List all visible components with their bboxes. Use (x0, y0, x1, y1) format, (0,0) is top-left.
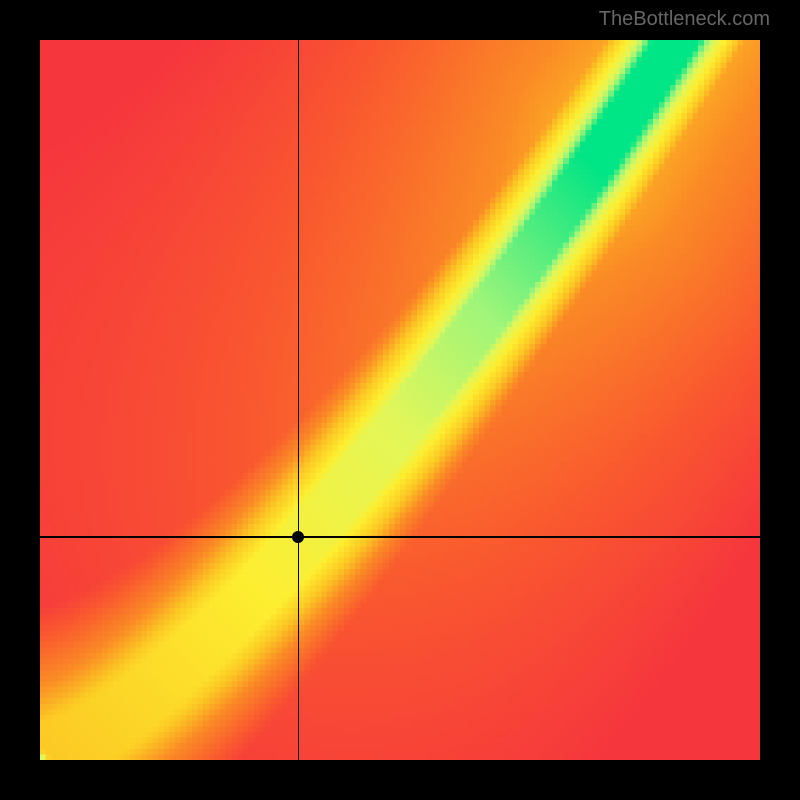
crosshair-vertical (298, 40, 300, 760)
selection-marker (292, 531, 304, 543)
heatmap-canvas (40, 40, 760, 760)
watermark-text: TheBottleneck.com (599, 8, 770, 31)
heatmap-plot (40, 40, 760, 760)
crosshair-horizontal (40, 536, 760, 538)
